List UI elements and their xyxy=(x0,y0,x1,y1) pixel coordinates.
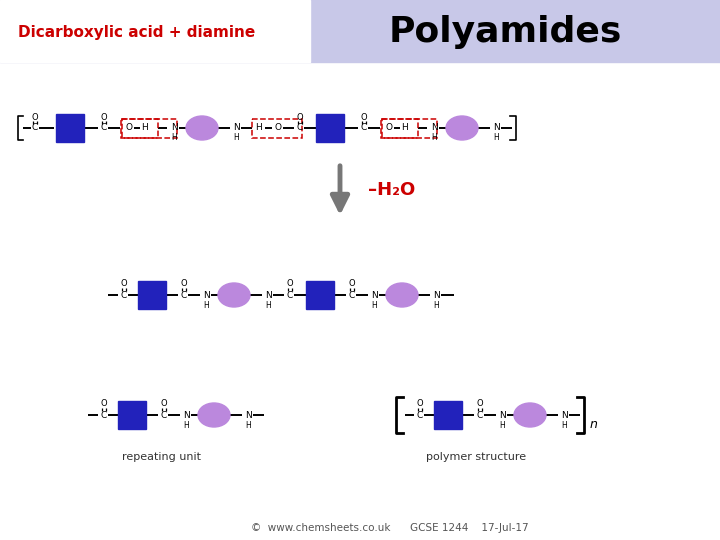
Text: H: H xyxy=(233,133,239,143)
Ellipse shape xyxy=(218,283,250,307)
Ellipse shape xyxy=(386,283,418,307)
Ellipse shape xyxy=(186,116,218,140)
Bar xyxy=(381,119,418,138)
Text: Dicarboxylic acid + diamine: Dicarboxylic acid + diamine xyxy=(18,24,256,39)
Text: C: C xyxy=(287,291,293,300)
Bar xyxy=(434,401,462,429)
Text: C: C xyxy=(477,410,483,420)
Text: O: O xyxy=(161,400,167,408)
Text: N: N xyxy=(233,124,239,132)
Text: N: N xyxy=(265,291,271,300)
Text: N: N xyxy=(202,291,210,300)
Text: –H₂O: –H₂O xyxy=(368,181,415,199)
Text: N: N xyxy=(492,124,500,132)
Text: C: C xyxy=(161,410,167,420)
Text: O: O xyxy=(297,112,303,122)
Bar xyxy=(306,281,334,309)
Text: N: N xyxy=(245,410,251,420)
Text: N: N xyxy=(431,124,437,132)
Text: C: C xyxy=(417,410,423,420)
Text: ©  www.chemsheets.co.uk      GCSE 1244    17-Jul-17: © www.chemsheets.co.uk GCSE 1244 17-Jul-… xyxy=(251,523,528,533)
Text: C: C xyxy=(32,124,38,132)
Text: N: N xyxy=(499,410,505,420)
Text: H: H xyxy=(493,133,499,143)
Bar xyxy=(316,114,344,142)
Text: C: C xyxy=(101,410,107,420)
Ellipse shape xyxy=(198,403,230,427)
Text: O: O xyxy=(32,112,38,122)
Bar xyxy=(122,119,177,138)
Text: H: H xyxy=(402,124,408,132)
Text: O: O xyxy=(125,124,132,132)
Text: Polyamides: Polyamides xyxy=(388,15,621,49)
Text: O: O xyxy=(181,280,187,288)
Ellipse shape xyxy=(446,116,478,140)
Text: N: N xyxy=(171,124,177,132)
Text: H: H xyxy=(499,421,505,429)
Text: N: N xyxy=(183,410,189,420)
Text: O: O xyxy=(101,112,107,122)
Text: H: H xyxy=(371,300,377,309)
Text: H: H xyxy=(561,421,567,429)
Text: H: H xyxy=(171,133,177,143)
Bar xyxy=(252,119,302,138)
Text: C: C xyxy=(361,124,367,132)
Text: C: C xyxy=(297,124,303,132)
Text: C: C xyxy=(349,291,355,300)
Bar xyxy=(118,401,146,429)
Text: N: N xyxy=(561,410,567,420)
Text: H: H xyxy=(433,300,439,309)
Text: O: O xyxy=(477,400,483,408)
Bar xyxy=(382,119,437,138)
Text: N: N xyxy=(371,291,377,300)
Text: H: H xyxy=(203,300,209,309)
Text: O: O xyxy=(348,280,355,288)
Text: O: O xyxy=(121,280,127,288)
Text: O: O xyxy=(101,400,107,408)
Text: H: H xyxy=(142,124,148,132)
Text: C: C xyxy=(101,124,107,132)
Text: H: H xyxy=(256,124,262,132)
Bar xyxy=(138,281,166,309)
Text: H: H xyxy=(431,133,437,143)
Text: H: H xyxy=(245,421,251,429)
Bar xyxy=(0,0,310,62)
Text: C: C xyxy=(121,291,127,300)
Text: n: n xyxy=(590,418,598,431)
Text: N: N xyxy=(433,291,439,300)
Bar xyxy=(56,114,84,142)
Bar xyxy=(121,119,158,138)
Text: H: H xyxy=(265,300,271,309)
Text: O: O xyxy=(287,280,293,288)
Text: H: H xyxy=(183,421,189,429)
Text: repeating unit: repeating unit xyxy=(122,452,202,462)
Text: O: O xyxy=(361,112,367,122)
Text: C: C xyxy=(181,291,187,300)
Text: O: O xyxy=(417,400,423,408)
Text: polymer structure: polymer structure xyxy=(426,452,526,462)
Bar xyxy=(0,0,720,62)
Text: O: O xyxy=(385,124,392,132)
Text: O: O xyxy=(274,124,282,132)
Ellipse shape xyxy=(514,403,546,427)
